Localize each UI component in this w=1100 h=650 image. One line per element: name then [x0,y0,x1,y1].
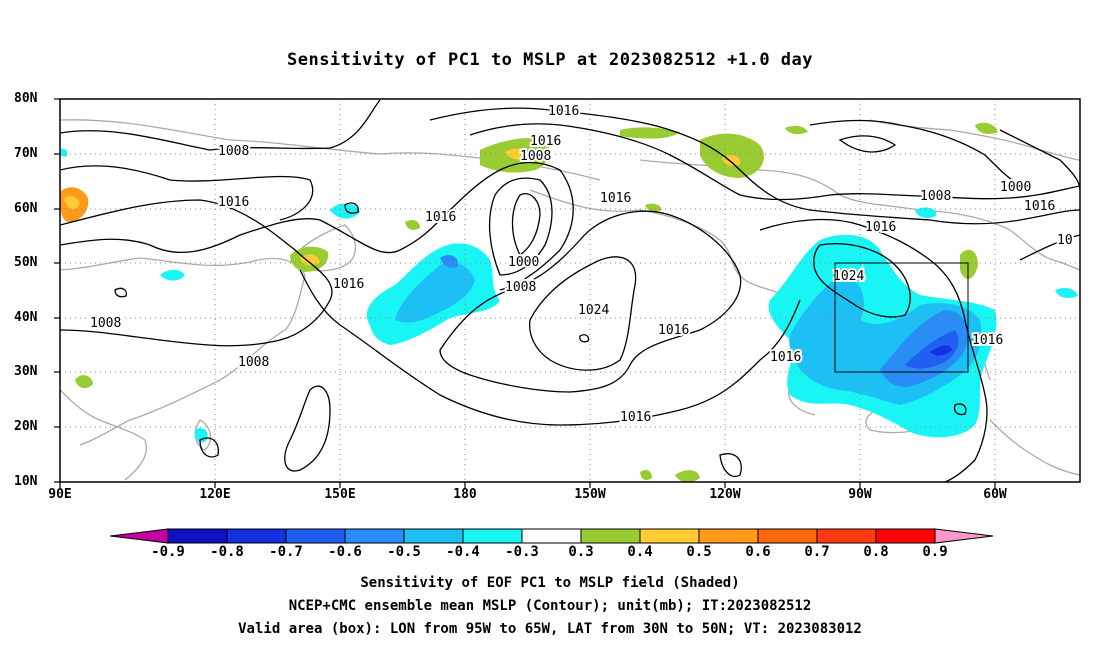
colorbar-swatch [344,528,405,544]
lon-label-120w: 120W [709,487,741,502]
caption-line-3: Valid area (box): LON from 95W to 65W, L… [238,621,862,637]
shaded-sensitivity [60,122,1078,482]
colorbar-swatch [462,528,523,544]
colorbar-swatch [285,528,346,544]
contour-label: 1016 [865,220,896,235]
contour-label: 1016 [658,323,689,338]
map-frame [59,98,1081,483]
tick-marks [54,98,996,488]
contour-label: 1016 [620,410,651,425]
colorbar-label: 0.3 [568,544,594,560]
colorbar-label: -0.6 [328,544,362,560]
colorbar-swatch [521,528,582,544]
caption-line-2: NCEP+CMC ensemble mean MSLP (Contour); u… [288,598,812,614]
contour-label: 1016 [530,134,561,149]
colorbar-swatch [580,528,641,544]
colorbar-swatch [816,528,877,544]
colorbar-label: 0.4 [627,544,653,560]
contour-label: 1024 [578,303,609,318]
lon-label-60w: 60W [983,487,1007,502]
lat-label-20n: 20N [14,419,38,434]
contour-label: 1016 [770,350,801,365]
colorbar-label: -0.9 [151,544,185,560]
colorbar-label: -0.5 [387,544,421,560]
colorbar-label: -0.4 [446,544,480,560]
contour-label: 1016 [600,191,631,206]
colorbar-label: -0.7 [269,544,303,560]
colorbar [109,528,994,544]
contour-label: 10 [1057,233,1073,248]
contour-label: 1016 [972,333,1003,348]
colorbar-swatch [226,528,287,544]
caption-line-1: Sensitivity of EOF PC1 to MSLP field (Sh… [360,575,740,591]
colorbar-swatch [639,528,700,544]
colorbar-swatch [698,528,759,544]
colorbar-label: 0.6 [745,544,771,560]
colorbar-swatch [875,528,936,544]
lon-label-120e: 120E [199,487,231,502]
contour-label: 1016 [333,277,364,292]
lon-label-150w: 150W [574,487,606,502]
lat-label-80n: 80N [14,91,38,106]
colorbar-swatch [757,528,818,544]
lon-label-150e: 150E [324,487,356,502]
contour-label: 1016 [218,195,249,210]
colorbar-label: 0.8 [863,544,889,560]
mslp-contours [60,99,1080,482]
colorbar-label: -0.3 [505,544,539,560]
colorbar-arrow-high [934,528,994,544]
lat-label-10n: 10N [14,474,38,489]
contour-label: 1008 [505,280,536,295]
lat-label-30n: 30N [14,364,38,379]
colorbar-label: 0.5 [686,544,712,560]
contour-labels: 1016 1016 1008 1008 1016 1016 1016 1008 … [88,102,1075,427]
lon-label-90w: 90W [848,487,872,502]
contour-label: 1016 [425,210,456,225]
contour-label: 1016 [1024,199,1055,214]
colorbar-label: 0.7 [804,544,830,560]
lat-label-70n: 70N [14,146,38,161]
contour-label: 1008 [520,149,551,164]
contour-label: 1008 [920,189,951,204]
contour-label: 1008 [238,355,269,370]
contour-label: 1008 [218,144,249,159]
colorbar-swatch [403,528,464,544]
colorbar-label: 0.9 [922,544,948,560]
contour-label: 1008 [90,316,121,331]
lat-label-60n: 60N [14,201,38,216]
contour-label: 1016 [548,104,579,119]
lon-label-180: 180 [453,487,477,502]
chart-title: Sensitivity of PC1 to MSLP at 2023082512… [286,50,813,70]
valid-area-box [834,262,969,373]
colorbar-swatch [167,528,228,544]
contour-label: 1000 [1000,180,1031,195]
contour-label: 1000 [508,255,539,270]
lat-label-40n: 40N [14,310,38,325]
contour-label: 1024 [833,269,864,284]
lon-label-90e: 90E [48,487,72,502]
colorbar-label: -0.8 [210,544,244,560]
colorbar-arrow-low [109,528,169,544]
lat-label-50n: 50N [14,255,38,270]
